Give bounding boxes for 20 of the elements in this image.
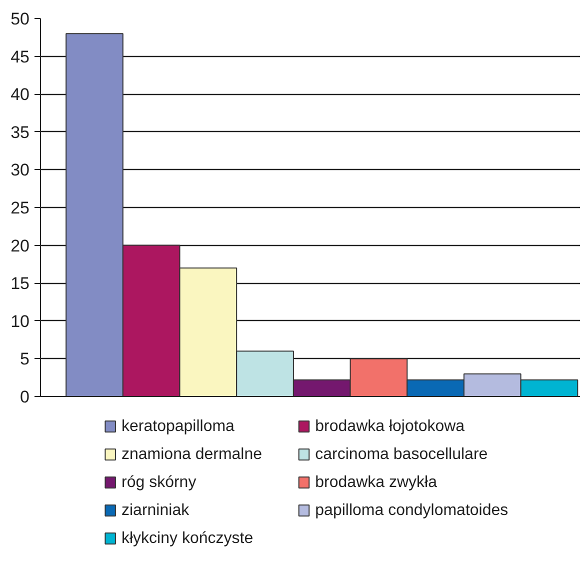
y-tick-label: 40 [10, 85, 30, 104]
legend-label: keratopapilloma [122, 418, 235, 435]
legend-label: znamiona dermalne [122, 446, 262, 463]
legend-label: papilloma condylomatoides [315, 502, 508, 519]
y-tick-label: 50 [10, 10, 30, 28]
legend-label: brodawka zwykła [315, 474, 438, 491]
legend-label: kłykciny kończyste [122, 530, 254, 547]
legend-label: brodawka łojotokowa [315, 418, 465, 435]
y-tick-label: 25 [10, 198, 30, 218]
y-tick-label: 35 [10, 122, 30, 142]
legend-label: ziarniniak [122, 502, 190, 519]
y-tick-label: 15 [10, 274, 30, 294]
legend-label: róg skórny [122, 474, 196, 491]
legend-label: carcinoma basocellulare [315, 446, 488, 463]
y-tick-label: 45 [10, 47, 30, 66]
y-tick-label: 5 [20, 350, 30, 369]
y-tick-label: 30 [10, 160, 30, 180]
y-tick-label: 0 [20, 388, 30, 406]
y-tick-label: 20 [10, 236, 30, 256]
y-tick-label: 10 [10, 312, 30, 331]
